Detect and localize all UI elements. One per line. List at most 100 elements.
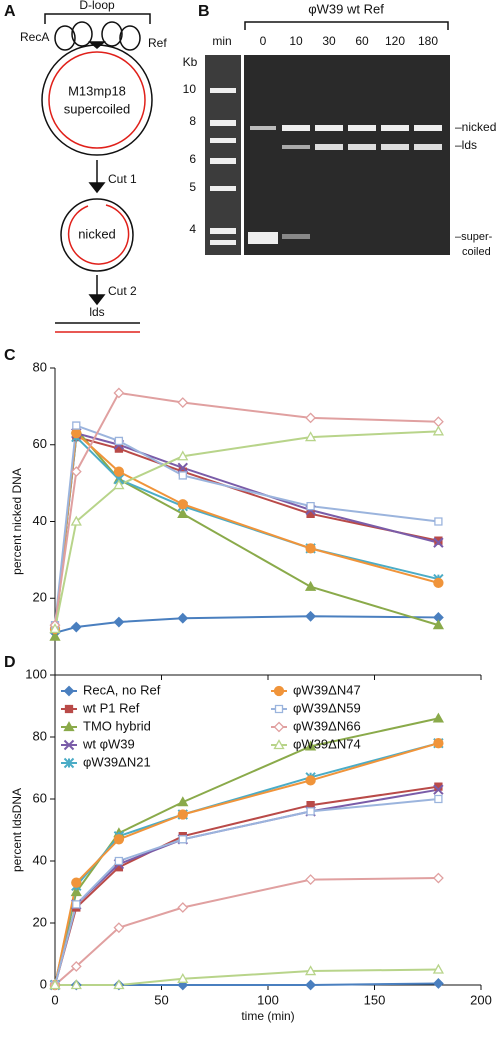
reca-oval bbox=[119, 25, 141, 51]
data-point bbox=[432, 619, 445, 630]
data-point bbox=[433, 738, 444, 749]
data-point bbox=[177, 809, 188, 820]
label: lds bbox=[89, 305, 104, 319]
x-tick-label: 200 bbox=[470, 992, 492, 1007]
series-line bbox=[54, 788, 439, 986]
data-point bbox=[432, 416, 444, 428]
data-point bbox=[306, 502, 315, 511]
data-point bbox=[113, 979, 125, 990]
lane-label: 10 bbox=[289, 34, 303, 48]
data-point bbox=[70, 960, 82, 972]
data-point bbox=[113, 387, 125, 399]
reca-oval bbox=[101, 21, 123, 47]
label: M13mp18 bbox=[68, 83, 126, 98]
data-point bbox=[113, 834, 125, 845]
lane-label: 60 bbox=[355, 34, 369, 48]
nicked-outer bbox=[60, 198, 134, 272]
arrow-head bbox=[88, 294, 106, 306]
data-point bbox=[177, 507, 189, 518]
band-label: –lds bbox=[455, 138, 477, 152]
data-point bbox=[113, 466, 125, 477]
series-line bbox=[54, 424, 439, 626]
data-point bbox=[71, 428, 82, 439]
band bbox=[210, 240, 236, 245]
y-tick-label: 20 bbox=[33, 914, 47, 929]
band bbox=[315, 144, 343, 150]
data-point bbox=[433, 577, 444, 589]
data-point bbox=[177, 972, 189, 983]
series-line bbox=[54, 615, 439, 634]
data-point bbox=[113, 616, 125, 628]
lane-bracket bbox=[244, 21, 449, 30]
data-point bbox=[306, 807, 315, 816]
marker-bands bbox=[210, 88, 236, 245]
arrow-head bbox=[88, 182, 106, 194]
size-label: 8 bbox=[189, 114, 196, 128]
data-point bbox=[305, 412, 317, 424]
legend-label: φW39ΔN66 bbox=[293, 718, 361, 733]
legend-label: RecA, no Ref bbox=[83, 682, 161, 697]
x-tick-label: 50 bbox=[154, 992, 168, 1007]
label: supercoiled bbox=[64, 101, 131, 116]
gel bbox=[205, 21, 450, 255]
label: Cut 2 bbox=[108, 284, 137, 298]
band bbox=[210, 138, 236, 143]
data-point bbox=[177, 450, 189, 461]
size-label: 4 bbox=[189, 222, 196, 236]
band bbox=[381, 144, 409, 150]
band bbox=[282, 125, 310, 131]
data-point bbox=[70, 466, 82, 478]
legend-label: φW39ΔN59 bbox=[293, 700, 361, 715]
lane-label: 120 bbox=[385, 34, 405, 48]
lane-label: 30 bbox=[322, 34, 336, 48]
legend-label: φW39ΔN21 bbox=[83, 754, 151, 769]
dloop-bracket bbox=[44, 13, 151, 24]
sample-bands bbox=[248, 125, 442, 244]
band bbox=[248, 232, 278, 244]
x-tick-label: 0 bbox=[51, 992, 58, 1007]
gel-header: φW39 wt Ref bbox=[308, 1, 384, 16]
x-axis-label: time (min) bbox=[241, 1009, 294, 1023]
data-point bbox=[70, 621, 82, 633]
band bbox=[250, 126, 276, 130]
data-point bbox=[70, 979, 82, 990]
y-tick-label: 20 bbox=[33, 590, 47, 605]
y-tick-label: 100 bbox=[25, 666, 47, 681]
legend-marker bbox=[64, 704, 74, 714]
panel-label: B bbox=[198, 3, 210, 20]
label: D-loop bbox=[79, 0, 115, 12]
diagram-a bbox=[41, 13, 153, 333]
legend-marker bbox=[63, 721, 75, 732]
size-label: 5 bbox=[189, 180, 196, 194]
y-tick-label: 40 bbox=[33, 513, 47, 528]
label: Ref bbox=[148, 36, 167, 50]
data-point bbox=[72, 900, 81, 909]
x-tick-label: 100 bbox=[257, 992, 279, 1007]
data-point bbox=[432, 963, 445, 974]
x-tick-label: 150 bbox=[364, 992, 386, 1007]
data-point bbox=[177, 796, 189, 807]
legend-marker bbox=[273, 685, 285, 697]
data-point bbox=[178, 835, 187, 844]
size-label: 6 bbox=[189, 152, 196, 166]
panel-label: C bbox=[4, 347, 16, 364]
label: Cut 1 bbox=[108, 172, 137, 186]
data-point bbox=[178, 471, 187, 480]
band bbox=[210, 228, 236, 234]
data-point bbox=[177, 499, 188, 510]
data-point bbox=[432, 978, 444, 989]
reca-oval bbox=[54, 25, 76, 51]
y-tick-label: 80 bbox=[33, 728, 47, 743]
legend-label: φW39ΔN74 bbox=[293, 736, 361, 751]
y-tick-label: 40 bbox=[33, 852, 47, 867]
series-line bbox=[55, 968, 439, 986]
series-line bbox=[54, 431, 439, 630]
series-line bbox=[54, 877, 439, 986]
plasmid-inner bbox=[48, 51, 146, 149]
data-point bbox=[305, 874, 317, 886]
lane-label: 180 bbox=[418, 34, 438, 48]
data-point bbox=[432, 872, 444, 884]
gel-main bbox=[244, 55, 450, 255]
series-line bbox=[54, 785, 439, 986]
data-point bbox=[177, 397, 189, 408]
